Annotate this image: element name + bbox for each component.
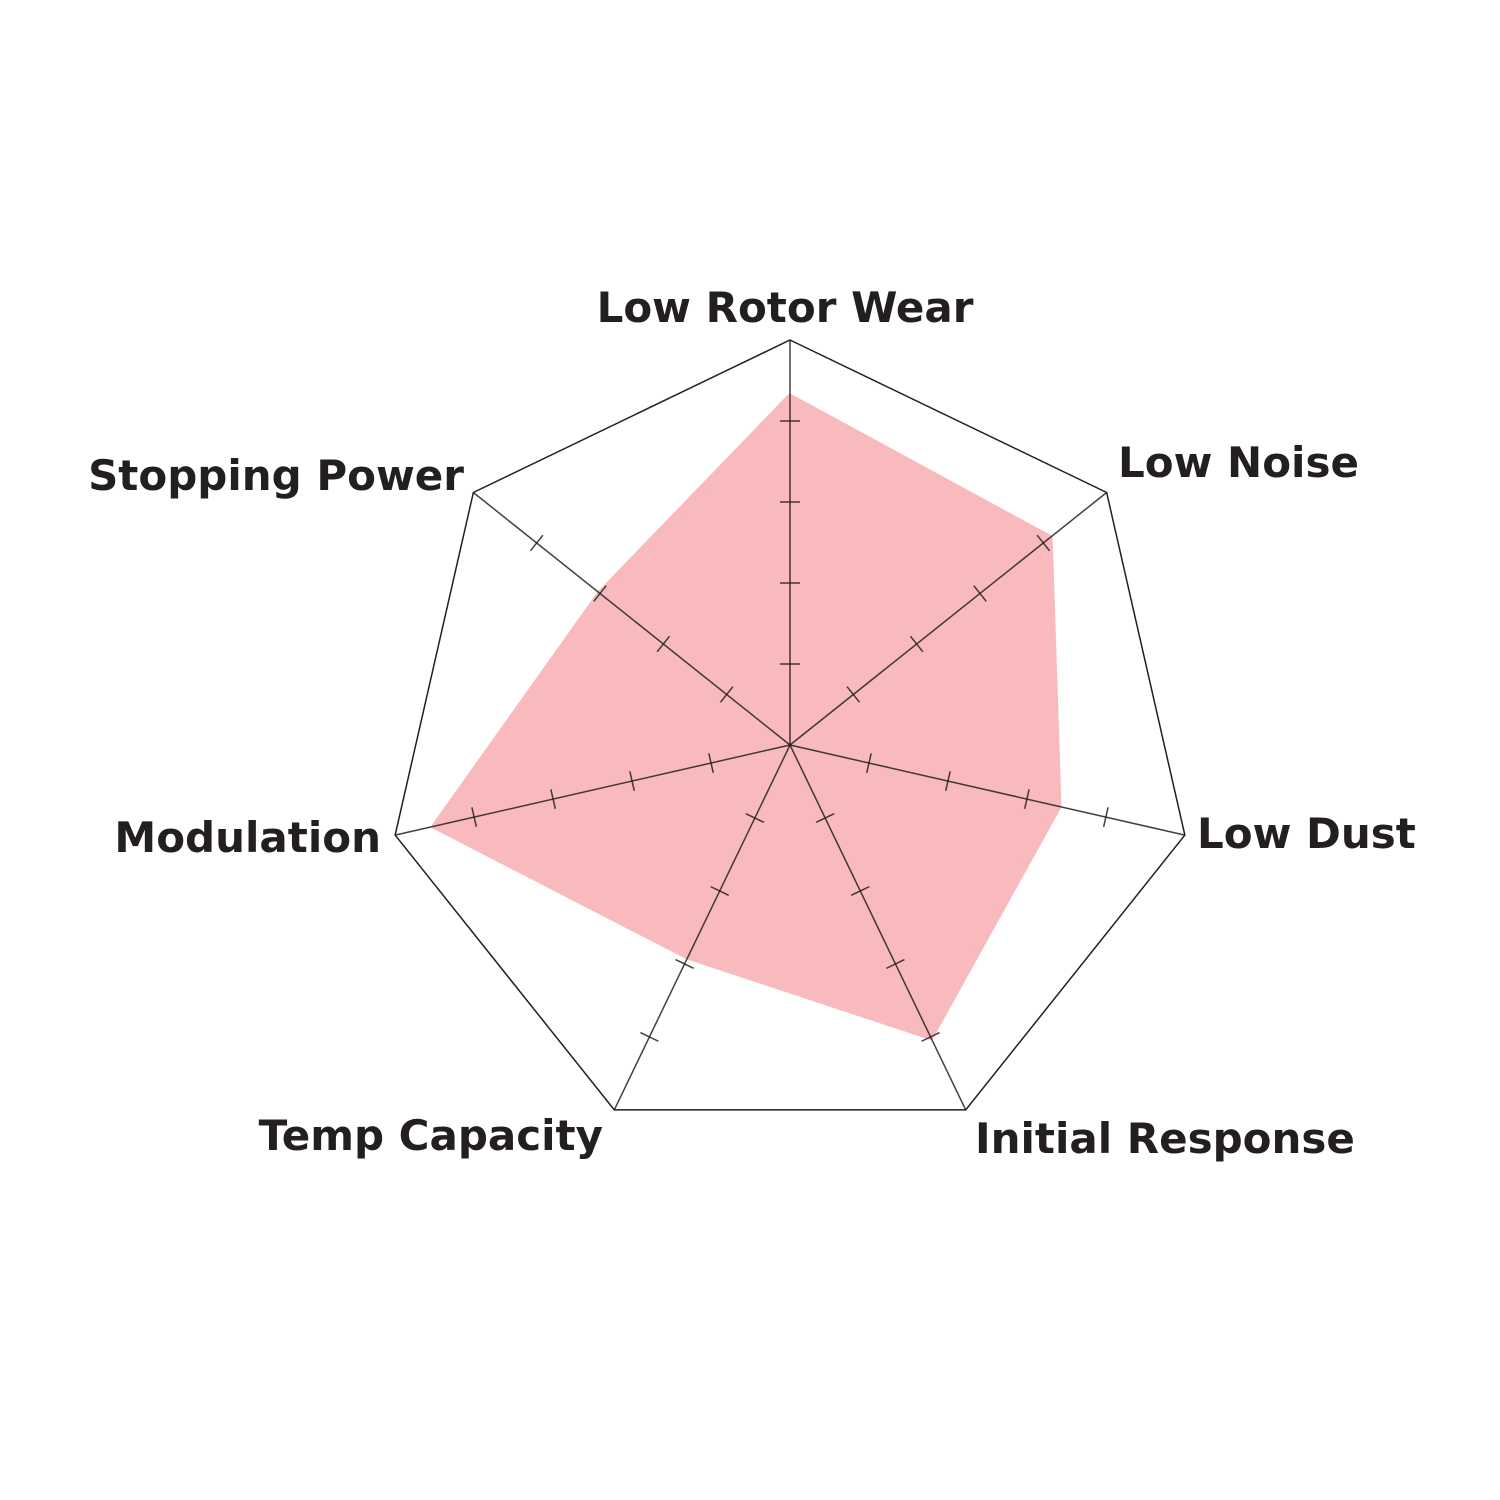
axis-line (789, 744, 1186, 836)
axis-tick (1023, 789, 1030, 809)
axis-tick (846, 686, 861, 703)
axis-tick (850, 885, 870, 896)
axis-line (613, 744, 791, 1111)
axis-tick (1036, 534, 1051, 552)
outer-frame (394, 339, 1186, 1111)
axis-line (394, 744, 791, 836)
axis-tick (719, 686, 734, 703)
axis-tick (708, 753, 714, 773)
axis-line (789, 744, 967, 1111)
axis-tick (866, 753, 872, 773)
axis-label: Initial Response (975, 1114, 1355, 1163)
axis-tick (921, 1031, 940, 1042)
axis-tick (629, 771, 636, 791)
axis-tick (886, 958, 905, 969)
axis-line (472, 491, 791, 746)
data-area (431, 393, 1062, 1040)
axis-tick (973, 585, 987, 602)
axis-label: Low Rotor Wear (597, 283, 974, 332)
axis-tick (909, 635, 924, 653)
axis-label: Temp Capacity (259, 1111, 603, 1160)
axis-line (789, 491, 1108, 746)
axis-label: Low Dust (1197, 809, 1416, 858)
axis-tick (593, 585, 607, 602)
axis-tick (1102, 807, 1109, 828)
axis-tick (745, 812, 765, 823)
axis-label: Modulation (114, 813, 381, 862)
axis-tick (471, 807, 478, 828)
axis-tick (529, 534, 544, 552)
axis-label: Low Noise (1118, 438, 1359, 487)
axis-tick (550, 789, 557, 809)
axis-label: Stopping Power (88, 451, 464, 500)
axis-tick (815, 812, 835, 823)
axis-tick (640, 1031, 659, 1042)
axis-tick (675, 958, 694, 969)
axis-tick (944, 771, 951, 791)
axis-tick (710, 885, 730, 896)
axis-tick (656, 635, 671, 653)
